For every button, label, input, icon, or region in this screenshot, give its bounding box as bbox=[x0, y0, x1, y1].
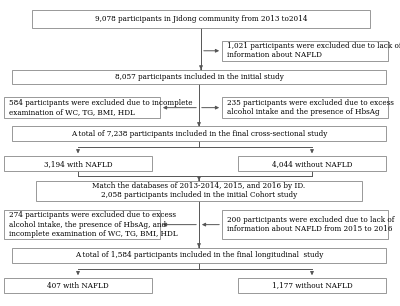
Text: 274 participants were excluded due to excess
alcohol intake, the presence of Hbs: 274 participants were excluded due to ex… bbox=[9, 211, 178, 238]
Text: 3,194 with NAFLD: 3,194 with NAFLD bbox=[44, 160, 112, 168]
Text: 9,078 participants in Jidong community from 2013 to2014: 9,078 participants in Jidong community f… bbox=[95, 15, 307, 23]
FancyBboxPatch shape bbox=[12, 69, 386, 84]
FancyBboxPatch shape bbox=[238, 156, 386, 171]
Text: A total of 1,584 participants included in the final longitudinal  study: A total of 1,584 participants included i… bbox=[75, 251, 323, 259]
FancyBboxPatch shape bbox=[4, 211, 160, 239]
FancyBboxPatch shape bbox=[4, 98, 160, 118]
FancyBboxPatch shape bbox=[222, 41, 388, 61]
Text: 1,021 participants were excluded due to lack of
information about NAFLD: 1,021 participants were excluded due to … bbox=[227, 42, 400, 59]
Text: A total of 7,238 participants included in the final cross-sectional study: A total of 7,238 participants included i… bbox=[71, 130, 327, 138]
FancyBboxPatch shape bbox=[222, 98, 388, 118]
Text: 584 participants were excluded due to incomplete
examination of WC, TG, BMI, HDL: 584 participants were excluded due to in… bbox=[9, 99, 192, 116]
Text: 8,057 participants included in the initial study: 8,057 participants included in the initi… bbox=[114, 73, 284, 81]
FancyBboxPatch shape bbox=[4, 156, 152, 171]
FancyBboxPatch shape bbox=[4, 278, 152, 293]
FancyBboxPatch shape bbox=[222, 211, 388, 239]
Text: 235 participants were excluded due to excess
alcohol intake and the presence of : 235 participants were excluded due to ex… bbox=[227, 99, 394, 116]
Text: 407 with NAFLD: 407 with NAFLD bbox=[47, 282, 109, 289]
FancyBboxPatch shape bbox=[12, 248, 386, 263]
FancyBboxPatch shape bbox=[12, 126, 386, 141]
FancyBboxPatch shape bbox=[238, 278, 386, 293]
Text: 4,044 without NAFLD: 4,044 without NAFLD bbox=[272, 160, 352, 168]
Text: 200 participants were excluded due to lack of
information about NAFLD from 2015 : 200 participants were excluded due to la… bbox=[227, 216, 394, 233]
Text: 1,177 without NAFLD: 1,177 without NAFLD bbox=[272, 282, 352, 289]
Text: Match the databases of 2013-2014, 2015, and 2016 by ID.
2,058 participants inclu: Match the databases of 2013-2014, 2015, … bbox=[92, 182, 306, 200]
FancyBboxPatch shape bbox=[32, 10, 370, 28]
FancyBboxPatch shape bbox=[36, 181, 362, 201]
